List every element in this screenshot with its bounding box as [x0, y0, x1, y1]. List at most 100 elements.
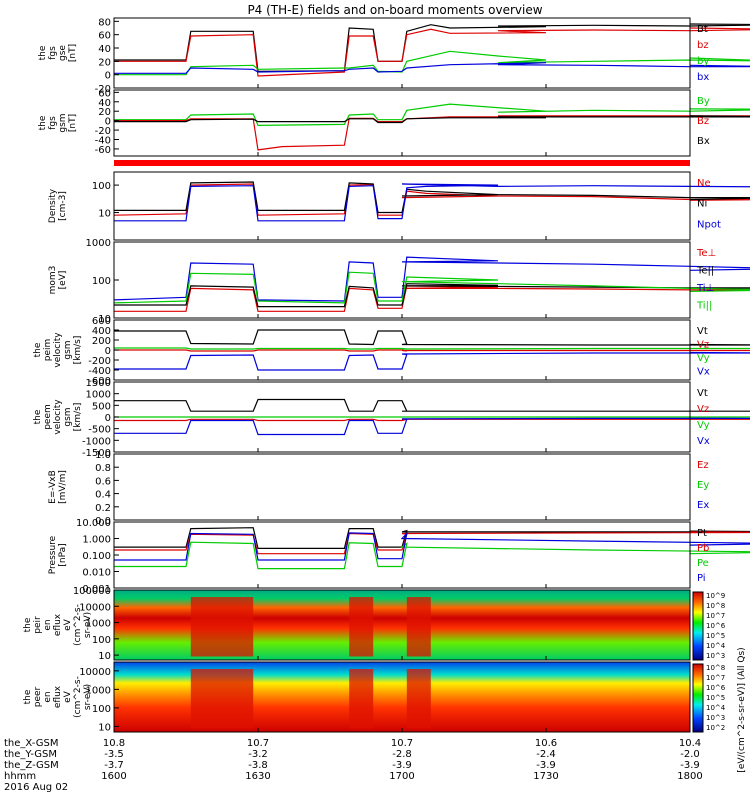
- ytick-label-peer-spectrogram-2: 100: [92, 704, 111, 715]
- ytick-label-efield-4: 0.2: [95, 503, 111, 514]
- ytick-label-peim-velocity-3: 0: [105, 346, 111, 357]
- ylabel-peem-velocity-0: the: [33, 409, 43, 424]
- ytick-label-peer-spectrogram-0: 10000: [79, 667, 111, 678]
- footer-row-label-2: the_Z-GSM: [4, 760, 59, 771]
- series-line-pressure-2: [114, 541, 750, 570]
- legend-label-peim-velocity-3: Vx: [697, 367, 710, 378]
- ylabel-peir-spectrogram-0: the: [23, 617, 33, 632]
- ytick-label-efield-5: 0.0: [95, 516, 111, 527]
- spectrogram-block-1: [349, 669, 374, 729]
- ytick-label-peim-velocity-0: 600: [92, 316, 111, 327]
- series-line-fgs-gsm-1: [114, 115, 750, 151]
- ylabel-fgs-gsm-1: fgs: [48, 116, 58, 130]
- series-line-pressure-0: [114, 527, 750, 549]
- ylabel-efield-0: E=-VxB: [48, 470, 58, 504]
- colorbar-0: [692, 591, 704, 661]
- legend-label-temperature-3: Ti||: [696, 301, 712, 312]
- ylabel-peir-spectrogram-6: sr-eV): [83, 612, 93, 638]
- ytick-label-peem-velocity-6: -1500: [82, 448, 111, 459]
- footer-row-label-0: the_X-GSM: [4, 738, 58, 749]
- ylabel-fgs-gse-2: gse: [58, 45, 68, 61]
- colorbar-tick-1-4: 10^4: [706, 704, 726, 712]
- colorbar-tick-1-5: 10^3: [706, 714, 725, 722]
- colorbar-tick-0-2: 10^7: [706, 612, 725, 620]
- ytick-label-peem-velocity-1: 1000: [86, 390, 111, 401]
- ytick-label-peir-spectrogram-0: 100000: [73, 586, 111, 597]
- ylabel-efield-1: [mV/m]: [58, 470, 68, 504]
- footer-value-3-1: 1630: [245, 771, 270, 782]
- ytick-label-peer-spectrogram-1: 1000: [86, 685, 111, 696]
- ytick-label-peim-velocity-1: 400: [92, 326, 111, 337]
- ylabel-fgs-gse-0: the: [38, 45, 48, 60]
- series-line-fgs-gsm-0: [114, 103, 750, 127]
- ylabel-peer-spectrogram-3: eflux: [53, 685, 63, 708]
- ytick-label-temperature-2: 10: [98, 314, 111, 325]
- ytick-label-peim-velocity-5: -400: [88, 366, 111, 377]
- spectrogram-block-2: [406, 597, 431, 657]
- footer-value-1-1: -3.2: [248, 749, 268, 760]
- ytick-label-peir-spectrogram-2: 1000: [86, 619, 111, 630]
- footer-value-0-3: 10.6: [535, 738, 557, 749]
- footer-value-2-4: -3.9: [680, 760, 700, 771]
- ylabel-peir-spectrogram-3: eflux: [53, 613, 63, 636]
- legend-label-peim-velocity-1: Vz: [697, 340, 709, 351]
- spectrogram-block-1: [349, 597, 374, 657]
- ylabel-peem-velocity-4: [km/s]: [73, 403, 83, 432]
- footer-value-2-2: -3.9: [392, 760, 412, 771]
- footer-value-0-2: 10.7: [391, 738, 413, 749]
- figure-title: P4 (TH-E) fields and on-board moments ov…: [247, 3, 542, 17]
- legend-label-peim-velocity-0: Vt: [697, 326, 708, 337]
- footer-row-label-1: the_Y-GSM: [4, 749, 57, 760]
- series-line-temperature-1: [114, 283, 750, 308]
- ylabel-fgs-gsm-0: the: [38, 115, 48, 130]
- spectrogram-block-0: [190, 669, 254, 729]
- series-line-temperature-2: [113, 256, 750, 302]
- footer-value-3-3: 1730: [533, 771, 558, 782]
- footer-row-label-3: hhmm: [4, 771, 36, 782]
- ylabel-peem-velocity-1: peem: [43, 404, 53, 430]
- colorbars: 10^9 10^8 10^7 10^6 10^5 10^4 10^3 10^8 10^7 10^6…: [692, 591, 747, 773]
- footer-value-3-2: 1700: [389, 771, 414, 782]
- colorbar-tick-1-0: 10^8: [706, 664, 725, 672]
- footer-value-3-0: 1600: [101, 771, 126, 782]
- ylabel-fgs-gse-1: fgs: [48, 46, 58, 60]
- panel-density: Ne Ni Npot 100 10 Density [cm-3]: [48, 171, 750, 241]
- legend-label-fgs-gsm-1: Bz: [697, 116, 709, 127]
- ytick-label-pressure-0: 10.000: [76, 518, 111, 529]
- panel-fgs-gse: Bt bz by bx 80 60 40 20 0 -20 the fgs gse [nT]: [38, 17, 750, 95]
- ytick-label-fgs-gse-0: 80: [98, 17, 111, 28]
- ytick-label-pressure-1: 1.000: [82, 535, 111, 546]
- legend-label-density-0: Ne: [697, 178, 711, 189]
- series-line-peim-velocity-3: [114, 351, 750, 371]
- ylabel-fgs-gsm-3: [nT]: [68, 114, 78, 132]
- colorbar-tick-1-6: 10^2: [706, 724, 725, 732]
- colorbar-tick-1-3: 10^5: [706, 694, 725, 702]
- legend-label-efield-2: Ex: [697, 500, 709, 511]
- colorbar-tick-0-6: 10^3: [706, 652, 725, 660]
- time-axis-footer: the_X-GSM 10.8 10.7 10.7 10.6 10.4 the_Y-GSM -3…: [4, 738, 703, 793]
- legend-label-density-1: Ni: [697, 199, 707, 210]
- ylabel-peir-spectrogram-2: en: [43, 619, 53, 630]
- ytick-label-fgs-gse-4: 0: [105, 71, 111, 82]
- ytick-label-fgs-gsm-6: -60: [95, 145, 111, 156]
- ylabel-pressure-1: [nPa]: [58, 543, 68, 566]
- footer-value-0-1: 10.7: [247, 738, 269, 749]
- footer-value-2-0: -3.7: [104, 760, 124, 771]
- ytick-label-density-0: 100: [92, 181, 111, 192]
- ytick-label-peir-spectrogram-1: 10000: [79, 602, 111, 613]
- ylabel-peir-spectrogram-5: (cm^2-s-: [73, 604, 83, 646]
- ytick-label-fgs-gse-2: 40: [98, 44, 111, 55]
- ytick-label-temperature-1: 100: [92, 276, 111, 287]
- series-line-fgs-gse-3: [114, 62, 750, 74]
- legend-label-peem-velocity-0: Vt: [697, 388, 708, 399]
- colorbar-tick-0-3: 10^6: [706, 622, 726, 630]
- ytick-label-pressure-4: 0.001: [82, 584, 111, 595]
- legend-label-efield-0: Ez: [697, 460, 709, 471]
- legend-label-temperature-1: Te||: [696, 266, 714, 277]
- colorbar-tick-0-1: 10^8: [706, 602, 725, 610]
- legend-label-peem-velocity-2: Vy: [697, 420, 710, 431]
- spectrogram-block-0: [190, 597, 254, 657]
- series-line-peem-velocity-0: [114, 398, 750, 412]
- footer-value-2-3: -3.9: [536, 760, 556, 771]
- colorbar-tick-0-5: 10^4: [706, 642, 726, 650]
